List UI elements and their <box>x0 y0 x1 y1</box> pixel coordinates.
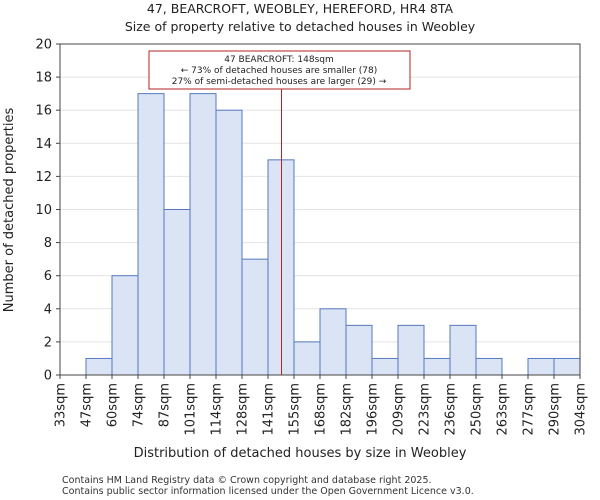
x-tick-label: 128sqm <box>236 383 251 436</box>
bar <box>527 357 555 376</box>
y-tick-label: 14 <box>35 137 52 152</box>
bar <box>137 93 165 376</box>
y-tick-label: 10 <box>35 203 52 218</box>
bar <box>553 357 581 376</box>
y-tick-label: 18 <box>35 71 52 86</box>
bar <box>241 258 269 376</box>
bar <box>397 324 425 376</box>
bar <box>371 357 399 376</box>
y-tick-label: 20 <box>35 38 52 53</box>
footer-line1: Contains HM Land Registry data © Crown c… <box>62 475 432 486</box>
x-tick-label: 263sqm <box>496 383 511 436</box>
x-axis-ticks: 33sqm 47sqm 60sqm 74sqm 87sqm 101sqm 114sqm 128… <box>54 375 589 436</box>
x-tick-label: 87sqm <box>158 383 173 427</box>
x-tick-label: 74sqm <box>132 383 147 427</box>
y-tick-label: 12 <box>35 170 52 185</box>
x-tick-label: 209sqm <box>392 383 407 436</box>
x-tick-label: 114sqm <box>210 383 225 436</box>
bars <box>85 93 581 376</box>
x-tick-label: 155sqm <box>288 383 303 436</box>
x-tick-label: 196sqm <box>366 383 381 436</box>
bar <box>475 357 503 376</box>
chart-title-line1: 47, BEARCROFT, WEOBLEY, HEREFORD, HR4 8T… <box>147 1 454 16</box>
y-tick-label: 6 <box>44 269 52 284</box>
bar <box>423 357 451 376</box>
annotation-line3: 27% of semi-detached houses are larger (… <box>172 77 387 87</box>
bar <box>189 93 217 376</box>
y-tick-label: 2 <box>44 335 52 350</box>
x-tick-label: 223sqm <box>418 383 433 436</box>
annotation-box: 47 BEARCROFT: 148sqm ← 73% of detached h… <box>148 50 411 90</box>
x-tick-label: 60sqm <box>106 383 121 427</box>
x-tick-label: 304sqm <box>574 383 589 436</box>
x-tick-label: 277sqm <box>522 383 537 436</box>
annotation-line2: ← 73% of detached houses are smaller (78… <box>181 66 378 76</box>
y-axis-label: Number of detached properties <box>2 108 17 313</box>
y-axis-ticks: 0 2 4 6 8 10 12 14 16 18 20 <box>35 38 60 384</box>
x-tick-label: 182sqm <box>340 383 355 436</box>
bar <box>449 324 477 376</box>
x-tick-label: 236sqm <box>444 383 459 436</box>
bar <box>319 308 347 376</box>
y-tick-label: 4 <box>44 302 52 317</box>
x-tick-label: 33sqm <box>54 383 69 427</box>
x-axis-label: Distribution of detached houses by size … <box>134 446 467 461</box>
footer-line2: Contains public sector information licen… <box>62 486 474 497</box>
bar <box>215 109 243 376</box>
bar <box>85 357 113 376</box>
chart-title-line2: Size of property relative to detached ho… <box>125 19 476 34</box>
y-tick-label: 0 <box>44 369 52 384</box>
bar <box>345 324 373 376</box>
y-tick-label: 16 <box>35 104 52 119</box>
bar <box>163 209 191 376</box>
annotation-line1: 47 BEARCROFT: 148sqm <box>224 55 334 65</box>
x-tick-label: 101sqm <box>184 383 199 436</box>
bar <box>111 275 139 376</box>
x-tick-label: 47sqm <box>80 383 95 427</box>
x-tick-label: 168sqm <box>314 383 329 436</box>
x-tick-label: 290sqm <box>548 383 563 436</box>
x-tick-label: 250sqm <box>470 383 485 436</box>
bar <box>267 159 295 376</box>
y-tick-label: 8 <box>44 236 52 251</box>
x-tick-label: 141sqm <box>262 383 277 436</box>
bar <box>293 341 321 376</box>
